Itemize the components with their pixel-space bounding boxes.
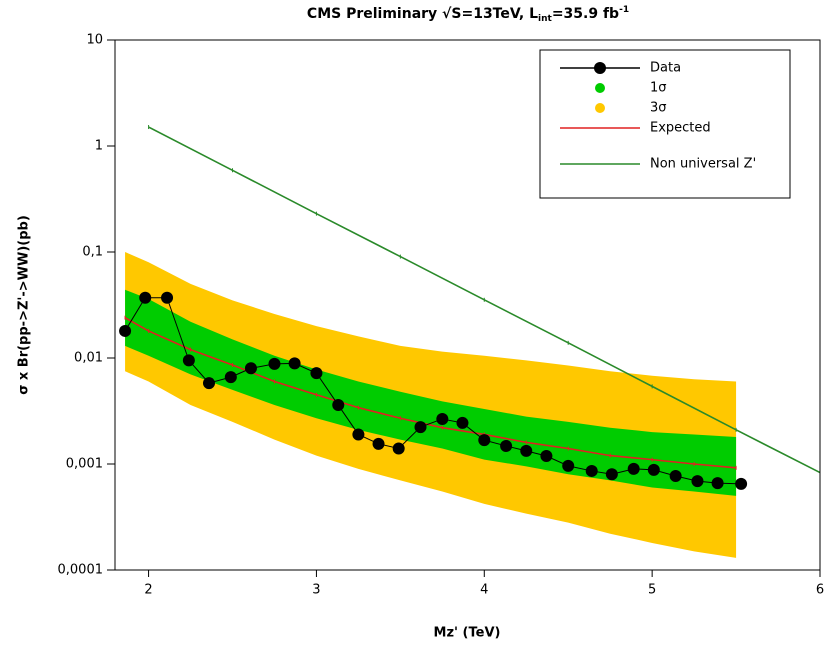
data-point (585, 464, 598, 477)
title-sub: int (538, 14, 552, 24)
data-point (735, 477, 748, 490)
data-point (392, 442, 405, 455)
x-tick-label: 4 (480, 583, 488, 598)
x-axis-label: Mz' (TeV) (434, 626, 501, 641)
y-tick-label: 0,0001 (58, 563, 104, 578)
legend-label: Data (650, 61, 681, 76)
legend: Data 1σ 3σ Expected Non universal Z' (539, 49, 791, 199)
data-point (478, 434, 491, 447)
y-tick-label: 0,1 (82, 245, 103, 260)
band (125, 289, 737, 496)
legend-label: Non universal Z' (650, 157, 756, 172)
data-point (310, 367, 323, 380)
data-point (161, 291, 174, 304)
title-sup: -1 (619, 5, 629, 15)
legend-symbol (595, 83, 605, 93)
x-tick-label: 6 (816, 583, 824, 598)
data-point (203, 377, 215, 390)
data-point (268, 357, 281, 370)
data-point (647, 463, 660, 476)
x-tick-label: 2 (144, 583, 152, 598)
data-point (288, 357, 301, 370)
data-point (669, 470, 682, 483)
legend-label: 1σ (650, 81, 667, 96)
y-axis-label: σ x Br(pp->Z'->WW)(pb) (17, 215, 32, 395)
data-point (119, 324, 132, 337)
y-tick-label: 0,01 (74, 351, 103, 366)
data-point (627, 462, 640, 475)
data-point (562, 459, 575, 472)
data-point (332, 399, 345, 412)
legend-box (539, 49, 791, 199)
y-tick-label: 10 (86, 33, 103, 48)
data-point (224, 371, 237, 384)
data-point (520, 444, 533, 457)
plot-area (119, 125, 821, 558)
legend-symbol (594, 62, 606, 74)
data-point (456, 416, 469, 429)
data-point (605, 468, 618, 481)
data-point (139, 291, 152, 304)
data-point (691, 475, 704, 488)
legend-symbol (595, 103, 605, 113)
title-part: CMS Preliminary √S=13TeV, L (307, 6, 538, 22)
data-point (711, 477, 724, 490)
data-point (436, 412, 449, 425)
data-point (414, 421, 427, 434)
legend-label: 3σ (650, 101, 667, 116)
x-tick-label: 3 (312, 583, 320, 598)
plot-frame (114, 39, 821, 571)
chart-title: CMS Preliminary √S=13TeV, Lint=35.9 fb-1 (307, 5, 629, 24)
data-point (500, 439, 513, 452)
data-point (182, 354, 195, 367)
data-point (540, 449, 553, 462)
x-tick-label: 5 (648, 583, 656, 598)
title-part: =35.9 fb (552, 6, 619, 22)
data-point (372, 437, 385, 450)
y-tick-label: 0,001 (66, 457, 103, 472)
legend-label: Expected (650, 121, 711, 136)
data-point (352, 428, 365, 441)
y-tick-label: 1 (95, 139, 103, 154)
data-point (244, 362, 257, 375)
